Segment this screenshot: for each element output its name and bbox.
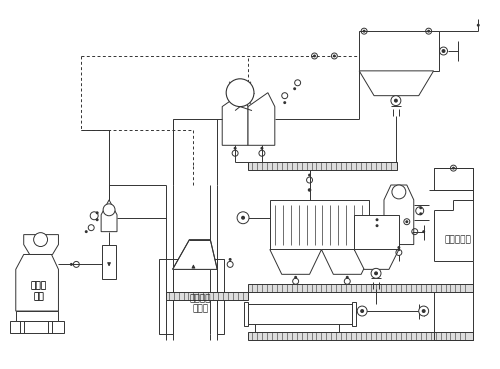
Circle shape [96,211,98,214]
Polygon shape [270,249,322,274]
Circle shape [376,224,378,227]
Circle shape [418,306,428,316]
Circle shape [422,309,426,313]
Polygon shape [322,249,373,274]
Circle shape [34,232,48,246]
Circle shape [477,24,480,27]
Bar [248,162,397,170]
Circle shape [293,87,296,90]
Circle shape [360,309,364,313]
Text: 外循环
立磨: 外循环 立磨 [30,282,46,301]
Text: 来自水泥
配料站: 来自水泥 配料站 [190,294,211,314]
Circle shape [391,96,401,106]
Circle shape [70,263,73,266]
Polygon shape [24,235,58,255]
Polygon shape [359,71,434,96]
Polygon shape [172,239,217,269]
Circle shape [260,147,264,150]
Circle shape [374,271,378,275]
Bar [248,304,352,324]
Circle shape [96,218,98,221]
Bar [248,332,474,340]
Circle shape [392,185,406,199]
Circle shape [362,30,366,32]
Bar [270,200,369,249]
Text: 至水泥储库: 至水泥储库 [445,235,472,244]
Circle shape [419,206,422,209]
Circle shape [283,101,286,104]
Polygon shape [354,249,399,269]
Circle shape [452,167,455,170]
Polygon shape [384,185,414,245]
Circle shape [394,99,398,103]
Circle shape [442,49,446,53]
Circle shape [103,204,115,216]
Circle shape [313,55,316,58]
Circle shape [333,55,336,58]
Circle shape [237,212,249,224]
Polygon shape [222,93,248,145]
Bar [434,168,474,190]
Bar [102,245,116,279]
Circle shape [308,173,311,176]
Polygon shape [158,259,224,334]
Bar [166,292,248,300]
Polygon shape [16,255,58,311]
Polygon shape [248,93,275,145]
Circle shape [228,258,232,261]
Circle shape [406,220,408,223]
Circle shape [419,212,422,215]
Bar [359,31,438,71]
Circle shape [357,306,367,316]
Circle shape [294,276,297,279]
Bar [10,321,64,333]
Polygon shape [352,302,356,326]
Circle shape [226,79,254,107]
Circle shape [308,188,312,192]
Circle shape [422,230,425,233]
Polygon shape [244,302,248,326]
Bar [248,284,474,292]
Circle shape [398,246,400,249]
Circle shape [427,30,430,32]
Circle shape [85,230,87,233]
Text: 外循环
立磨: 外循环 立磨 [30,282,46,301]
Circle shape [241,216,245,220]
Circle shape [371,268,381,278]
Circle shape [346,276,349,279]
Circle shape [234,147,236,150]
Polygon shape [101,200,117,232]
Bar [354,215,399,249]
Circle shape [376,218,378,221]
Bar [16,311,58,321]
